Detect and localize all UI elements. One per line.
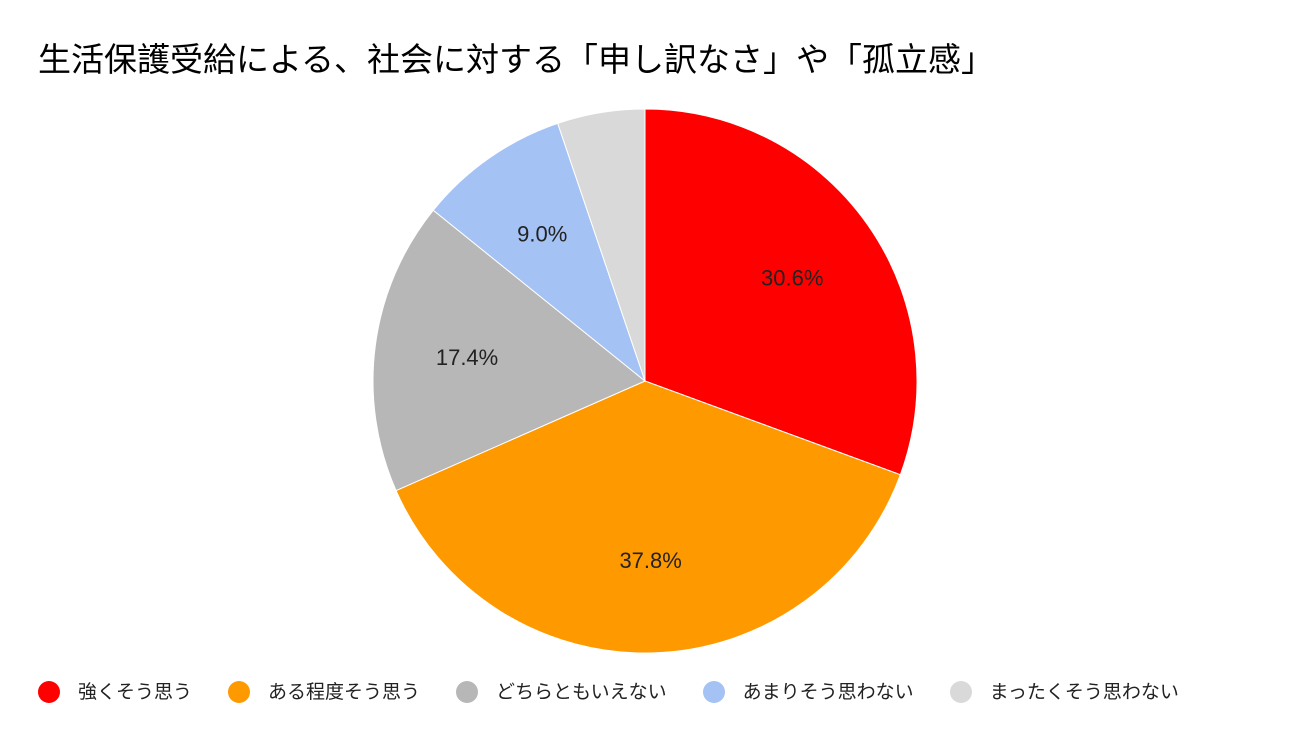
legend-label-neutral: どちらともいえない	[496, 681, 667, 703]
legend-swatch-somewhat-disagree	[702, 681, 725, 703]
legend-label-somewhat-agree: ある程度そう思う	[268, 681, 421, 703]
legend-item-strongly-agree: 強くそう思う	[38, 680, 192, 704]
legend-swatch-strongly-disagree	[949, 681, 972, 703]
legend-label-somewhat-disagree: あまりそう思わない	[742, 681, 914, 703]
legend-item-somewhat-disagree: あまりそう思わない	[702, 680, 914, 704]
legend-label-strongly-disagree: まったくそう思わない	[989, 681, 1179, 703]
legend-swatch-neutral	[456, 681, 479, 703]
pie-slice-strongly-disagree	[557, 108, 646, 382]
legend-item-neutral: どちらともいえない	[456, 680, 667, 704]
pie-slice-somewhat-agree	[395, 380, 901, 654]
legend-swatch-somewhat-agree	[228, 681, 251, 703]
legend-item-somewhat-agree: ある程度そう思う	[228, 680, 420, 704]
data-label-somewhat-disagree: 9.0%	[517, 221, 567, 246]
pie-slice-neutral	[372, 209, 646, 492]
data-label-strongly-agree: 30.6%	[761, 266, 823, 291]
data-label-neutral: 17.4%	[436, 345, 498, 370]
data-label-somewhat-agree: 37.8%	[619, 548, 681, 573]
legend: 強くそう思う ある程度そう思う どちらともいえない あまりそう思わない まったく…	[38, 676, 1215, 708]
legend-item-strongly-disagree: まったくそう思わない	[949, 680, 1179, 704]
chart-title: 生活保護受給による、社会に対する「申し訳なさ」や「孤立感」	[38, 40, 995, 79]
pie-slice-somewhat-disagree	[432, 122, 647, 383]
legend-swatch-strongly-agree	[38, 681, 60, 703]
legend-label-strongly-agree: 強くそう思う	[78, 681, 193, 703]
pie-slice-strongly-agree	[644, 108, 918, 476]
